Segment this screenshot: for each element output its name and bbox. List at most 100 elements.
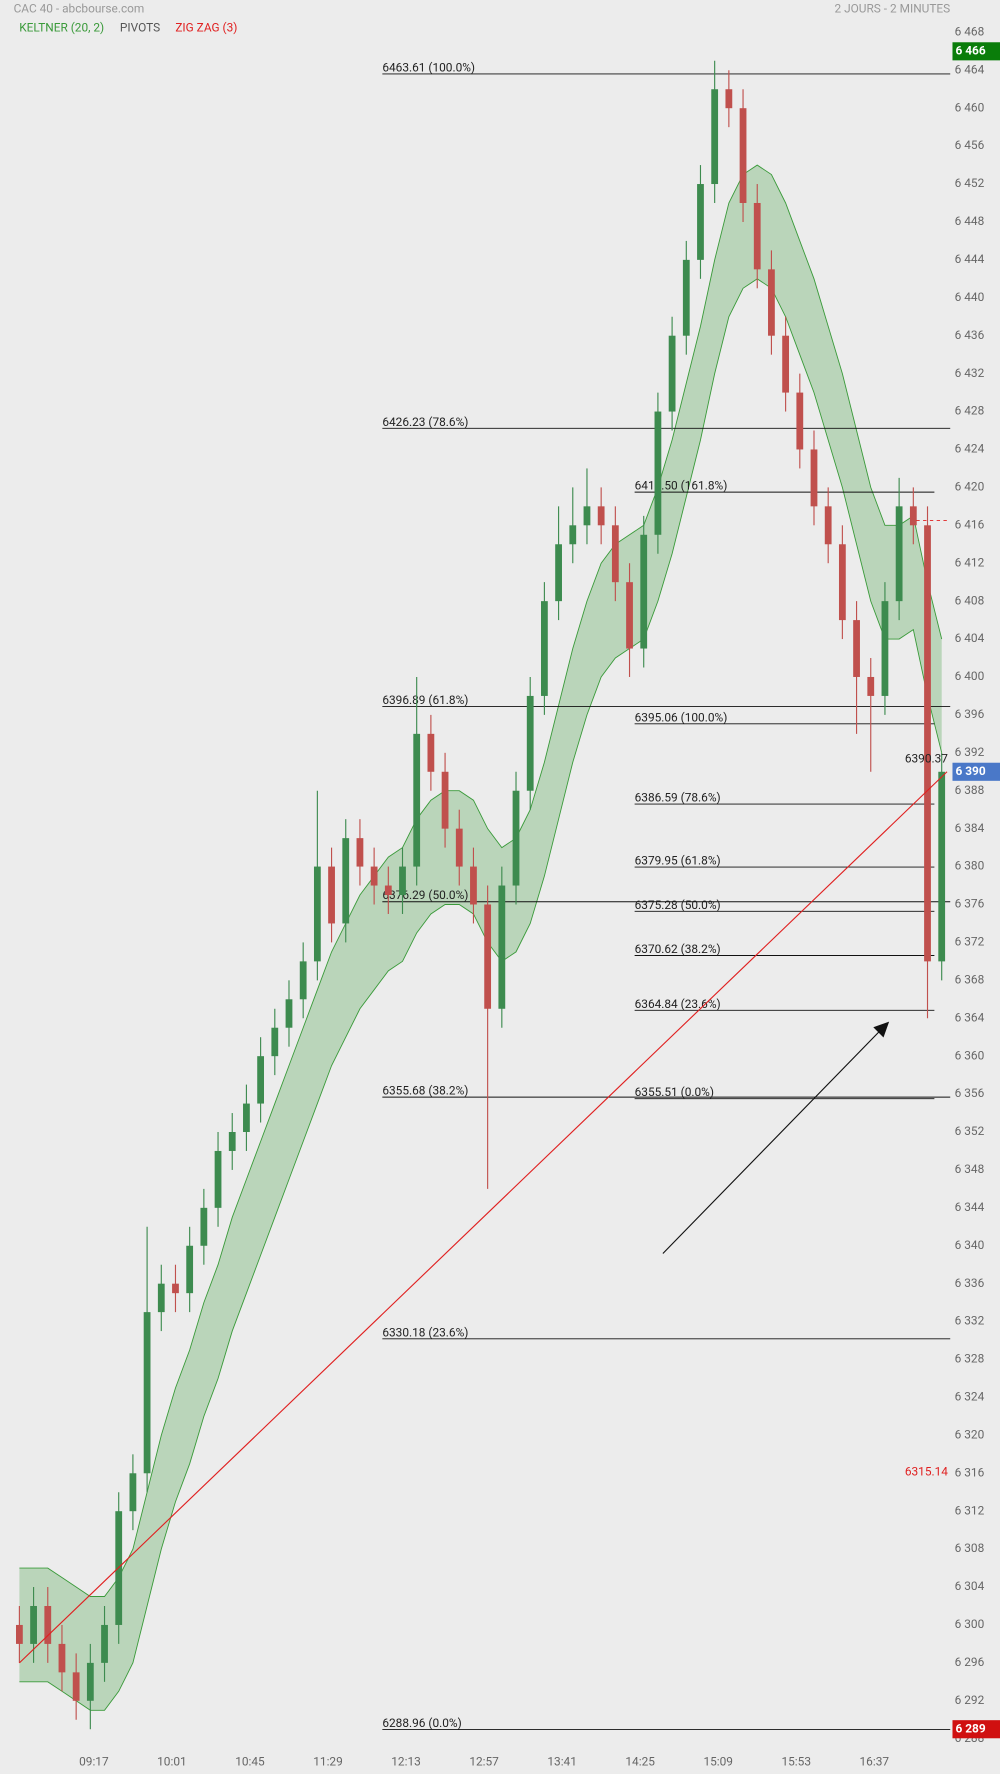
legend-pivots[interactable]: PIVOTS xyxy=(120,21,160,35)
candle-body xyxy=(413,733,421,867)
candle-body xyxy=(384,885,392,896)
candle-body xyxy=(555,544,562,602)
candle-body xyxy=(498,885,506,1009)
y-tick-label: 6 364 xyxy=(955,1010,985,1024)
keltner-upper xyxy=(19,164,943,1597)
y-tick-label: 6 420 xyxy=(955,480,985,494)
candle-body xyxy=(101,1624,108,1663)
candle-body xyxy=(526,695,534,791)
y-tick-label: 6 464 xyxy=(955,62,985,76)
y-tick-label: 6 468 xyxy=(955,24,985,38)
y-tick-label: 6 320 xyxy=(955,1427,985,1441)
candle-body xyxy=(15,1624,23,1644)
y-tick-label: 6 336 xyxy=(955,1276,985,1290)
price-tag-label: 6 289 xyxy=(956,1721,986,1735)
candle-body xyxy=(271,1027,279,1057)
fib-label: 6395.06 (100.0%) xyxy=(635,710,728,724)
candle-body xyxy=(697,184,704,260)
candle-body xyxy=(867,676,875,696)
legend-zigzag[interactable]: ZIG ZAG (3) xyxy=(175,21,237,35)
fib-label: 6355.68 (38.2%) xyxy=(382,1084,468,1098)
candle-body xyxy=(824,506,832,545)
candle-body xyxy=(243,1103,250,1133)
candle-body xyxy=(441,771,449,829)
y-tick-label: 6 424 xyxy=(955,442,985,456)
candle-body xyxy=(924,525,931,962)
y-tick-label: 6 324 xyxy=(955,1390,985,1404)
candle-body xyxy=(711,89,719,185)
price-tag-label: 6 466 xyxy=(956,43,986,57)
y-tick-label: 6 384 xyxy=(955,821,985,835)
y-tick-label: 6 344 xyxy=(955,1200,985,1214)
x-tick-label: 15:53 xyxy=(781,1755,811,1769)
y-tick-label: 6 360 xyxy=(955,1048,985,1062)
candle-body xyxy=(895,506,903,602)
candle-body xyxy=(626,582,633,649)
price-tag-label: 6 390 xyxy=(956,764,986,778)
y-tick-label: 6 408 xyxy=(955,593,985,607)
x-tick-label: 16:37 xyxy=(860,1755,890,1769)
price-marker: 6390.37 xyxy=(905,751,948,765)
candle-body xyxy=(30,1605,37,1644)
candle-body xyxy=(455,828,463,867)
candle-body xyxy=(214,1150,222,1208)
fib-label: 6355.51 (0.0%) xyxy=(635,1085,714,1099)
candle-body xyxy=(725,89,733,109)
candle-body xyxy=(853,620,860,677)
fib-label: 6379.95 (61.8%) xyxy=(635,854,721,868)
candle-body xyxy=(72,1672,80,1701)
candle-body xyxy=(86,1662,94,1701)
y-tick-label: 6 460 xyxy=(955,100,985,114)
fib-label: 6370.62 (38.2%) xyxy=(635,942,721,956)
y-tick-label: 6 392 xyxy=(955,745,985,759)
candle-body xyxy=(583,506,591,526)
candle-body xyxy=(186,1245,194,1294)
candle-body xyxy=(470,866,477,905)
x-tick-label: 11:29 xyxy=(313,1755,343,1769)
y-tick-label: 6 444 xyxy=(955,252,985,266)
candle-body xyxy=(668,335,676,412)
candle-body xyxy=(881,601,889,696)
x-tick-label: 10:01 xyxy=(157,1755,187,1769)
candle-body xyxy=(597,506,605,526)
candle-body xyxy=(796,392,804,450)
y-tick-label: 6 436 xyxy=(955,328,985,342)
candle-body xyxy=(342,838,350,924)
fib-label: 6396.89 (61.8%) xyxy=(382,693,468,707)
candle-body xyxy=(640,534,648,649)
chart-subtitle: 2 JOURS - 2 MINUTES xyxy=(835,1,951,15)
fib-label: 6376.29 (50.0%) xyxy=(382,888,468,902)
candle-body xyxy=(143,1312,151,1474)
candle-body xyxy=(682,259,690,336)
y-tick-label: 6 308 xyxy=(955,1541,985,1555)
candle-body xyxy=(909,506,917,526)
x-tick-label: 12:57 xyxy=(469,1755,499,1769)
y-tick-label: 6 292 xyxy=(955,1693,985,1707)
candle-body xyxy=(512,790,520,886)
candle-body xyxy=(313,866,321,962)
candle-body xyxy=(611,525,619,583)
x-tick-label: 09:17 xyxy=(79,1755,109,1769)
y-tick-label: 6 368 xyxy=(955,972,985,986)
x-tick-label: 13:41 xyxy=(547,1755,577,1769)
candle-body xyxy=(157,1283,165,1313)
candle-body xyxy=(228,1132,236,1151)
candle-body xyxy=(541,601,548,696)
candle-body xyxy=(200,1207,208,1246)
candle-body xyxy=(782,335,790,393)
legend-keltner[interactable]: KELTNER (20, 2) xyxy=(19,21,104,35)
candle-body xyxy=(129,1473,137,1512)
y-tick-label: 6 396 xyxy=(955,707,985,721)
y-tick-label: 6 412 xyxy=(955,555,985,569)
fib-label: 6364.84 (23.6%) xyxy=(635,997,721,1011)
candle-body xyxy=(768,269,775,336)
y-tick-label: 6 404 xyxy=(955,631,985,645)
candle-body xyxy=(399,866,406,896)
y-tick-label: 6 328 xyxy=(955,1352,985,1366)
y-tick-label: 6 376 xyxy=(955,897,985,911)
candle-body xyxy=(44,1605,52,1644)
candle-body xyxy=(427,733,435,772)
y-tick-label: 6 332 xyxy=(955,1314,985,1328)
y-tick-label: 6 400 xyxy=(955,669,985,683)
price-tag xyxy=(952,1720,1000,1739)
